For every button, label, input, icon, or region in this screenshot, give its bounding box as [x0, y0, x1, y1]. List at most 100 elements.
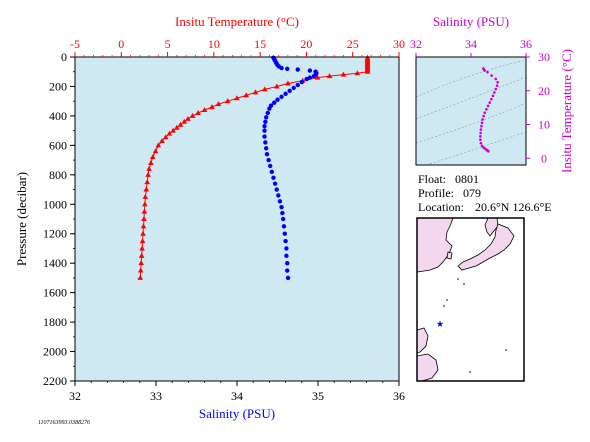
salinity-point [307, 68, 313, 73]
temperature-point [177, 121, 184, 127]
salinity-tick-label: 32 [69, 389, 81, 403]
ts-point [494, 87, 498, 91]
salinity-point [285, 66, 290, 71]
salinity-point [283, 238, 288, 244]
temperature-point [195, 109, 201, 115]
salinity-point [291, 85, 296, 91]
pressure-tick-label: 200 [49, 79, 67, 93]
salinity-point [284, 253, 289, 259]
profile-plot-area [75, 57, 399, 381]
temperature-point [252, 89, 259, 95]
salinity-point [272, 181, 278, 186]
ts-diagram: 32 34 36 0 10 20 30 Salinity (PSU) Insitu Temp… [410, 14, 574, 173]
temperature-tick-label: 15 [254, 37, 266, 51]
temperature-point [189, 112, 196, 118]
ts-point [483, 111, 487, 114]
float-value: 0801 [455, 172, 479, 186]
pressure-tick-label: 1400 [43, 256, 67, 270]
pressure-tick-label: 1200 [43, 227, 67, 241]
salinity-point [283, 91, 288, 97]
ts-point [486, 104, 490, 108]
salinity-point [284, 246, 289, 251]
ts-temperature-tick-label: 30 [538, 50, 550, 64]
salinity-point [267, 106, 272, 111]
temperature-point [145, 171, 151, 177]
salinity-point [272, 100, 277, 105]
ts-point [490, 74, 493, 77]
star-icon: ★ [436, 320, 444, 330]
ts-temperature-tick-label: 0 [541, 151, 547, 165]
pressure-tick-label: 600 [49, 138, 67, 152]
pressure-tick-label: 1800 [43, 315, 67, 329]
salinity-point [263, 115, 269, 120]
temperature-point [148, 160, 154, 166]
temperature-point [141, 216, 147, 221]
ts-point [493, 91, 496, 94]
salinity-point [311, 73, 317, 79]
ts-point [486, 70, 489, 74]
pressure-tick-label: 2200 [43, 374, 67, 388]
salinity-point [263, 146, 269, 151]
ts-point [490, 97, 493, 101]
salinity-point [269, 169, 275, 175]
temperature-point [162, 134, 169, 140]
temperature-point [354, 70, 361, 76]
temperature-tick-label: 10 [208, 37, 220, 51]
salinity-point [279, 205, 284, 210]
temperature-tick-label: 5 [165, 37, 171, 51]
temperature-point [159, 137, 165, 143]
salinity-point [279, 65, 284, 71]
ts-point [479, 141, 483, 145]
ts-salinity-axis-title: Salinity (PSU) [433, 14, 509, 29]
ts-point [482, 114, 485, 118]
temperature-point [274, 83, 280, 89]
temperature-point [181, 118, 188, 124]
salinity-point [277, 199, 283, 204]
ts-salinity-tick-label: 36 [520, 37, 532, 51]
temperature-axis-title: Insitu Temperature (°C) [175, 14, 299, 29]
salinity-point [295, 82, 300, 88]
ts-point [485, 108, 488, 111]
temperature-point [137, 267, 144, 273]
salinity-point [285, 260, 290, 266]
salinity-point [276, 193, 281, 198]
temperature-point [215, 101, 222, 107]
temperature-tick-label: 25 [347, 37, 359, 51]
footer-id: 1107163993.0388276 [38, 420, 90, 426]
ts-point [487, 150, 490, 153]
salinity-point [282, 231, 287, 236]
salinity-tick-label: 33 [150, 389, 162, 403]
temperature-point [143, 186, 150, 192]
temperature-point [166, 130, 173, 136]
salinity-point [280, 210, 285, 216]
ts-temperature-axis-title: Insitu Temperature (°C) [559, 49, 574, 173]
temperature-point [146, 165, 152, 171]
salinity-point [262, 128, 267, 133]
temperature-point [209, 104, 215, 110]
temperature-point [326, 73, 333, 79]
salinity-point [279, 94, 284, 99]
ts-salinity-tick-label: 32 [410, 37, 422, 51]
salinity-tick-label: 36 [393, 389, 405, 403]
salinity-point [266, 157, 271, 163]
ts-point [479, 128, 483, 131]
salinity-point [268, 163, 273, 169]
temperature-point [185, 115, 191, 121]
temperature-point [138, 252, 145, 258]
temperature-point [138, 260, 144, 266]
location-map: ★ [416, 217, 525, 382]
salinity-point [285, 268, 290, 273]
ts-point [495, 84, 499, 87]
temperature-point [174, 124, 180, 130]
temperature-tick-label: 0 [118, 37, 124, 51]
ts-point [483, 69, 487, 72]
temperature-point [144, 179, 151, 185]
salinity-point [295, 67, 300, 72]
ts-point [491, 94, 495, 98]
temperature-tick-label: -5 [70, 37, 80, 51]
temperature-point [364, 68, 371, 74]
location-label: Location: [418, 200, 464, 214]
temperature-tick-label: 20 [300, 37, 312, 51]
float-info: Float: 0801 Profile: 079 Location: 20.6°… [418, 172, 552, 214]
